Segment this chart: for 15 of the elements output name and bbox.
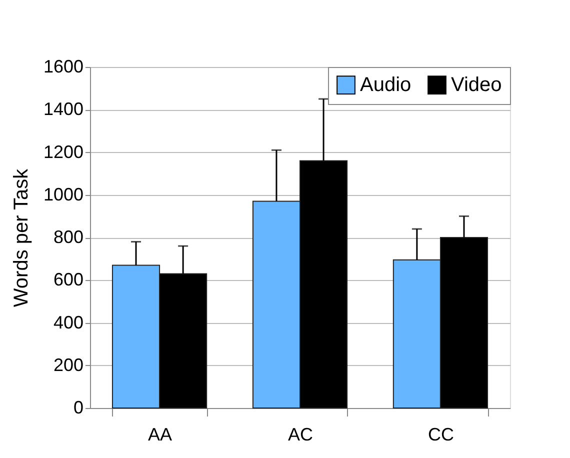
y-tick-label: 200 (53, 354, 84, 375)
y-tick-label: 1000 (43, 184, 84, 204)
y-tick-label: 400 (53, 312, 84, 332)
legend-label: Video (451, 74, 502, 96)
x-tick-label: AC (288, 424, 314, 444)
y-tick-label: 1200 (43, 142, 84, 162)
y-tick-label: 1600 (43, 56, 84, 76)
legend-label: Audio (360, 74, 412, 96)
y-tick-label: 800 (53, 227, 84, 247)
y-tick-label: 600 (53, 270, 84, 290)
y-axis-title: Words per Task (10, 168, 32, 308)
x-tick-label: AA (148, 424, 172, 444)
y-tick-label: 0 (73, 398, 84, 418)
x-tick-label: CC (428, 424, 454, 444)
y-tick-label: 1400 (43, 99, 84, 120)
